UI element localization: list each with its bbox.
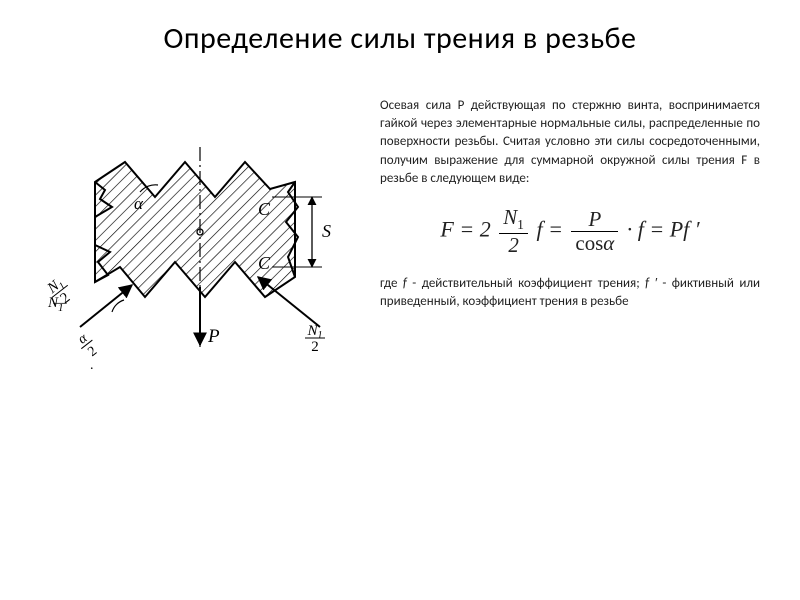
svg-text:.: .	[90, 358, 94, 373]
paragraph-where: где f - действительный коэффициент трени…	[380, 275, 760, 311]
diagram-column: C C S α N1 — N1 2	[40, 97, 360, 382]
label-c-upper: C	[258, 199, 271, 219]
label-s: S	[322, 221, 331, 241]
page-title: Определение силы трения в резьбе	[40, 20, 760, 57]
thread-friction-diagram: C C S α N1 — N1 2	[40, 137, 360, 377]
label-c-lower: C	[258, 253, 271, 273]
svg-text:2: 2	[311, 339, 319, 355]
formula-friction: F = 2 N1 2 f = P cosα · f = Pf ′	[380, 206, 760, 257]
label-p: P	[207, 326, 220, 347]
text-column: Осевая сила P действующая по стержню вин…	[380, 97, 760, 321]
label-alpha: α	[134, 194, 144, 213]
content-row: C C S α N1 — N1 2	[40, 97, 760, 382]
paragraph-intro: Осевая сила P действующая по стержню вин…	[380, 97, 760, 188]
